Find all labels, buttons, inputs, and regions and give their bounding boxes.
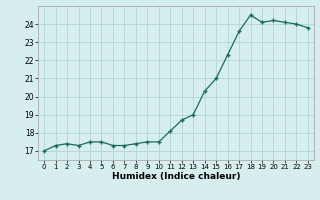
X-axis label: Humidex (Indice chaleur): Humidex (Indice chaleur) <box>112 172 240 181</box>
